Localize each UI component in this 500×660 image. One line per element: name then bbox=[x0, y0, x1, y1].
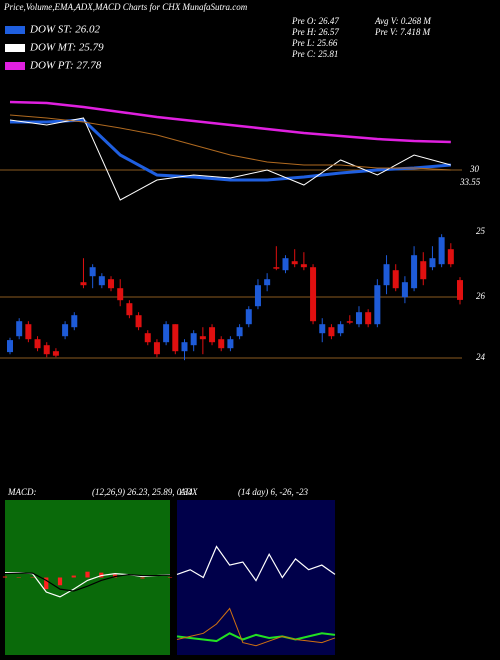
candle-body bbox=[447, 249, 454, 265]
candle-body bbox=[254, 285, 261, 307]
macd-subtitle: (12,26,9) 26.23, 25.89, 0.34 bbox=[92, 487, 193, 497]
candle-body bbox=[355, 312, 362, 325]
candle-body bbox=[457, 280, 463, 300]
candle-body bbox=[273, 267, 280, 269]
candle-body bbox=[190, 333, 197, 346]
candle-body bbox=[98, 276, 105, 286]
candle-body bbox=[411, 255, 418, 289]
candle-body bbox=[328, 327, 335, 337]
candle-body bbox=[172, 324, 179, 352]
candle-body bbox=[429, 258, 436, 268]
candle-body bbox=[310, 267, 317, 322]
histogram-bar bbox=[44, 577, 49, 590]
candle-body bbox=[43, 345, 50, 355]
candle-body bbox=[282, 258, 289, 271]
candle-body bbox=[291, 261, 298, 265]
candle-body bbox=[181, 342, 188, 352]
series-line bbox=[10, 118, 451, 182]
candle-body bbox=[199, 336, 206, 340]
series-line bbox=[176, 545, 336, 582]
candle-body bbox=[245, 309, 252, 325]
adx-subtitle: (14 day) 6, -26, -23 bbox=[238, 487, 308, 497]
candle-body bbox=[374, 285, 381, 325]
page-title: Price,Volume,EMA,ADX,MACD Charts for CHX… bbox=[3, 2, 248, 12]
panel-background bbox=[177, 500, 335, 655]
histogram-bar bbox=[140, 577, 145, 579]
candle-body bbox=[153, 342, 160, 355]
volume-stat: Avg V: 0.268 M bbox=[374, 16, 431, 26]
candle-body bbox=[80, 282, 87, 286]
histogram-bar bbox=[57, 577, 63, 586]
stat: Pre O: 26.47 bbox=[291, 16, 339, 26]
candle-body bbox=[300, 264, 307, 268]
histogram-bar bbox=[71, 575, 76, 578]
legend-label: DOW MT: 25.79 bbox=[29, 42, 104, 54]
legend-swatch bbox=[5, 26, 25, 34]
candle-body bbox=[209, 327, 216, 343]
candle-body bbox=[71, 315, 78, 328]
price-label: 30 bbox=[469, 164, 480, 174]
candle-body bbox=[264, 279, 271, 286]
candle-body bbox=[346, 321, 353, 323]
candle-body bbox=[365, 312, 372, 325]
candle-body bbox=[89, 267, 96, 277]
candle-body bbox=[438, 237, 445, 265]
adx-title: ADX bbox=[179, 487, 198, 497]
series-line bbox=[9, 117, 451, 201]
candle-body bbox=[420, 261, 427, 280]
candle-body bbox=[16, 321, 23, 337]
candle-body bbox=[52, 351, 59, 356]
candle-body bbox=[227, 339, 234, 349]
series-line bbox=[176, 632, 336, 643]
candle-body bbox=[218, 339, 225, 349]
stat: Pre C: 25.81 bbox=[291, 49, 338, 59]
candle-body bbox=[401, 282, 408, 298]
legend-label: DOW PT: 27.78 bbox=[29, 60, 102, 72]
candle-body bbox=[319, 324, 326, 334]
candle-body bbox=[34, 339, 41, 349]
price-label: 26 bbox=[476, 291, 486, 301]
price-label: 24 bbox=[476, 352, 486, 362]
price-label: 33.55 bbox=[459, 177, 481, 187]
series-line bbox=[9, 100, 451, 144]
candle-body bbox=[236, 327, 243, 337]
series-line bbox=[9, 114, 451, 171]
stat: Pre L: 25.66 bbox=[291, 38, 338, 48]
histogram-bar bbox=[85, 571, 90, 578]
series-line bbox=[4, 572, 171, 592]
candle-body bbox=[7, 340, 13, 353]
candle-body bbox=[62, 324, 69, 337]
candle-body bbox=[163, 324, 170, 343]
legend-label: DOW ST: 26.02 bbox=[29, 24, 100, 36]
legend-swatch bbox=[5, 62, 25, 70]
candle-body bbox=[25, 324, 32, 340]
histogram-bar bbox=[2, 576, 8, 578]
candle-body bbox=[383, 264, 390, 286]
candle-body bbox=[126, 303, 133, 316]
series-line bbox=[176, 607, 336, 647]
stat: Pre H: 26.57 bbox=[291, 27, 339, 37]
candle-body bbox=[117, 288, 124, 301]
candle-body bbox=[135, 315, 142, 328]
candle-body bbox=[337, 324, 344, 334]
candle-body bbox=[144, 333, 151, 343]
candle-body bbox=[108, 279, 115, 289]
price-label: 25 bbox=[476, 226, 486, 236]
candle-body bbox=[392, 270, 399, 289]
legend-swatch bbox=[5, 44, 25, 52]
macd-title: MACD: bbox=[7, 487, 37, 497]
volume-stat: Pre V: 7.418 M bbox=[374, 27, 431, 37]
